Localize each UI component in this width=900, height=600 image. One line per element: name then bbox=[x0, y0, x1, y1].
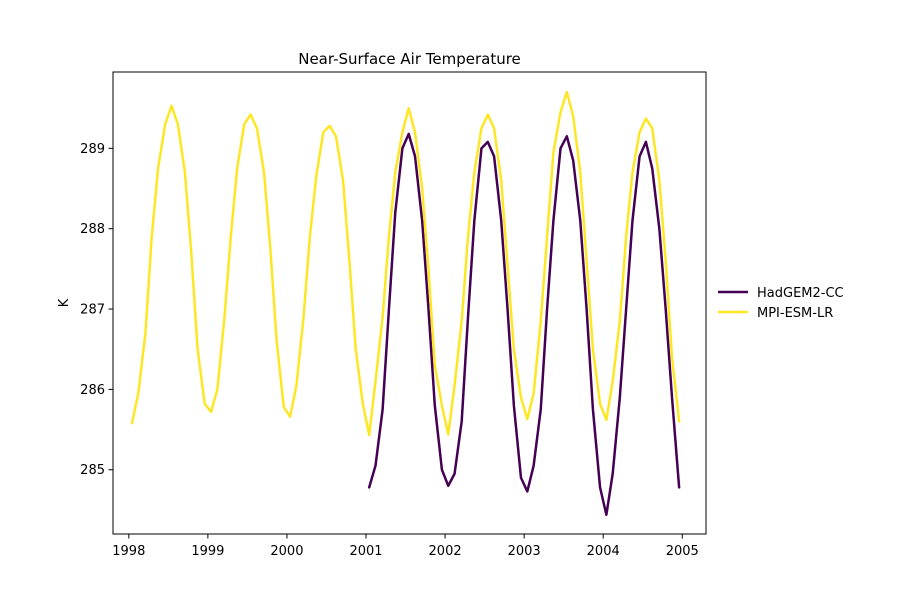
plot-frame bbox=[112, 71, 707, 535]
x-tick-label: 2001 bbox=[349, 544, 382, 559]
chart-title: Near-Surface Air Temperature bbox=[298, 50, 521, 68]
y-tick-label: 287 bbox=[80, 303, 105, 318]
legend: HadGEM2-CC MPI-ESM-LR bbox=[718, 286, 844, 321]
x-tick-label: 2004 bbox=[587, 544, 620, 559]
x-tick-label: 2002 bbox=[429, 544, 462, 559]
y-tick-label: 289 bbox=[80, 142, 105, 157]
series-line-mpi-esm-lr bbox=[130, 90, 681, 437]
x-tick-label: 2003 bbox=[508, 544, 541, 559]
x-axis: 1998 1999 2000 2001 2002 2003 2004 2005 bbox=[112, 534, 699, 559]
y-tick-label: 288 bbox=[80, 222, 105, 237]
x-tick-label: 2000 bbox=[270, 544, 303, 559]
legend-label: HadGEM2-CC bbox=[757, 286, 844, 301]
x-tick-label: 1998 bbox=[112, 544, 145, 559]
y-tick-label: 286 bbox=[80, 383, 105, 398]
y-axis: 285 286 287 288 289 bbox=[80, 142, 113, 478]
legend-label: MPI-ESM-LR bbox=[757, 306, 833, 321]
y-axis-label: K bbox=[57, 298, 72, 307]
series-line-hadgem2-cc bbox=[367, 132, 681, 516]
x-tick-label: 2005 bbox=[666, 544, 699, 559]
x-tick-label: 1999 bbox=[191, 544, 224, 559]
y-tick-label: 285 bbox=[80, 463, 105, 478]
series-layer bbox=[130, 90, 681, 516]
